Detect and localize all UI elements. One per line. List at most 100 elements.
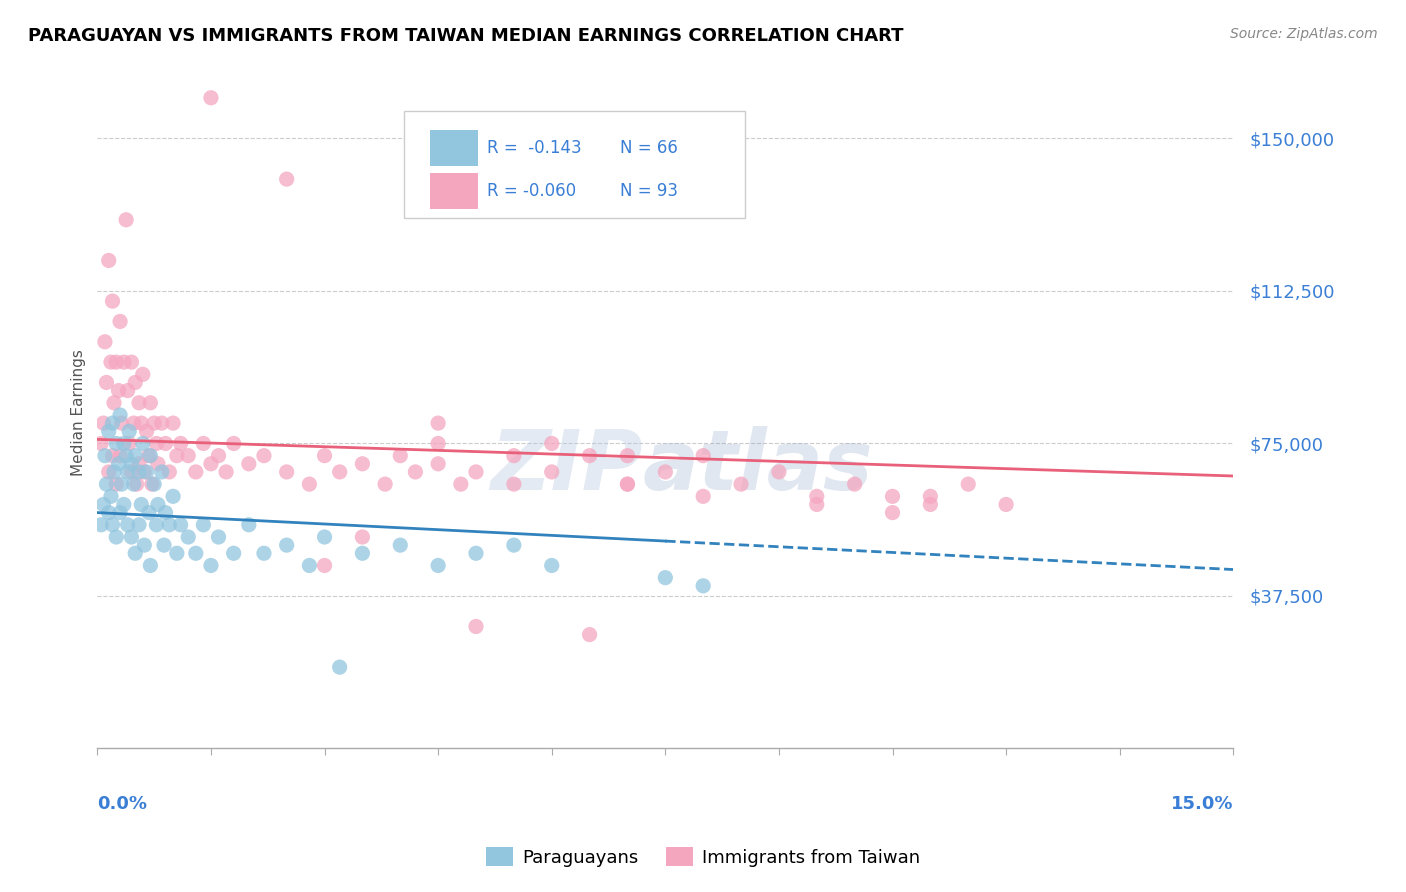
Point — [97, 506, 120, 520]
Point — [184, 465, 207, 479]
Point — [125, 477, 148, 491]
Point — [139, 558, 162, 573]
Point — [122, 416, 145, 430]
Point — [145, 517, 167, 532]
Point — [193, 436, 215, 450]
Point — [276, 538, 298, 552]
Point — [132, 368, 155, 382]
Point — [222, 546, 245, 560]
Point — [128, 396, 150, 410]
Text: 0.0%: 0.0% — [97, 796, 148, 814]
Point — [141, 477, 163, 491]
Point — [404, 465, 426, 479]
Point — [94, 449, 117, 463]
FancyBboxPatch shape — [404, 111, 745, 219]
Text: ZIP: ZIP — [489, 426, 643, 508]
Point — [120, 530, 142, 544]
Point — [253, 546, 276, 560]
Point — [124, 546, 146, 560]
Point — [427, 436, 450, 450]
Point — [110, 416, 132, 430]
Point — [150, 416, 173, 430]
Point — [215, 465, 238, 479]
Point — [692, 579, 714, 593]
Text: N = 66: N = 66 — [620, 139, 678, 157]
Point — [90, 517, 112, 532]
Point — [101, 449, 124, 463]
Point — [108, 408, 131, 422]
Point — [139, 396, 162, 410]
Point — [117, 384, 139, 398]
Point — [920, 489, 942, 503]
Point — [352, 530, 374, 544]
Point — [134, 538, 156, 552]
Point — [145, 436, 167, 450]
Point — [157, 465, 180, 479]
Point — [276, 465, 298, 479]
Point — [107, 457, 129, 471]
Point — [177, 530, 200, 544]
Point — [200, 558, 222, 573]
Point — [882, 506, 904, 520]
Point — [103, 465, 125, 479]
Point — [578, 449, 600, 463]
Point — [94, 334, 117, 349]
Point — [120, 465, 142, 479]
Point — [166, 546, 188, 560]
Point — [352, 546, 374, 560]
Point — [502, 449, 524, 463]
Point — [90, 436, 112, 450]
Point — [253, 449, 276, 463]
Point — [134, 465, 156, 479]
Point — [128, 517, 150, 532]
Point — [578, 627, 600, 641]
Point — [238, 457, 260, 471]
Point — [120, 355, 142, 369]
Point — [427, 558, 450, 573]
Point — [654, 465, 676, 479]
Point — [314, 449, 336, 463]
Text: atlas: atlas — [643, 426, 873, 508]
Point — [540, 436, 562, 450]
Point — [105, 530, 128, 544]
Point — [100, 355, 122, 369]
Point — [298, 558, 321, 573]
Point — [115, 212, 138, 227]
Point — [162, 416, 184, 430]
Point — [155, 436, 177, 450]
Point — [117, 465, 139, 479]
Point — [465, 465, 488, 479]
Point — [143, 416, 166, 430]
Text: R =  -0.143: R = -0.143 — [486, 139, 582, 157]
Point — [112, 498, 135, 512]
Point — [101, 294, 124, 309]
Point — [108, 449, 131, 463]
Point — [616, 477, 638, 491]
Point — [465, 546, 488, 560]
Point — [153, 538, 176, 552]
Point — [100, 489, 122, 503]
Point — [146, 498, 169, 512]
Point — [138, 506, 160, 520]
Point — [108, 506, 131, 520]
Point — [97, 253, 120, 268]
Point — [314, 530, 336, 544]
Point — [112, 436, 135, 450]
Point — [540, 558, 562, 573]
Point — [200, 457, 222, 471]
Point — [146, 457, 169, 471]
Point — [138, 449, 160, 463]
Point — [389, 538, 412, 552]
Point — [169, 436, 191, 450]
Point — [389, 449, 412, 463]
Point — [97, 465, 120, 479]
Y-axis label: Median Earnings: Median Earnings — [72, 350, 86, 476]
FancyBboxPatch shape — [430, 129, 478, 166]
Point — [132, 436, 155, 450]
Point — [93, 416, 115, 430]
Point — [122, 477, 145, 491]
Point — [692, 489, 714, 503]
Point — [157, 517, 180, 532]
Point — [692, 449, 714, 463]
Point — [200, 91, 222, 105]
